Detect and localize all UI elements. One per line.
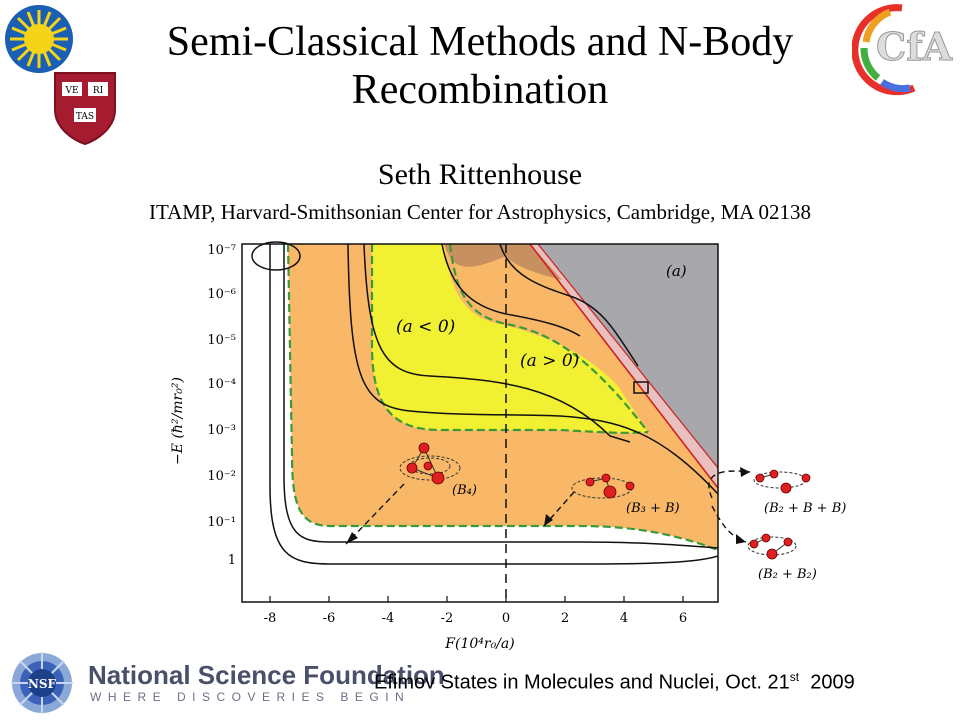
- nsf-name: National Science Foundation: [88, 660, 445, 690]
- threshold-line-2: [537, 244, 718, 469]
- plot-frame: [241, 243, 719, 603]
- cfa-logo: CfA: [852, 4, 953, 96]
- x-tick-label-3: -2: [441, 611, 454, 626]
- energy-curve-4: [363, 244, 631, 443]
- dashed-boundary-a-pos: [448, 244, 649, 433]
- energy-curve-2: [283, 244, 718, 549]
- slide-title: Semi-Classical Methods and N-Body Recomb…: [100, 18, 860, 114]
- arrow-b4: [345, 483, 405, 545]
- label-b4: (B₄): [452, 483, 477, 498]
- title-line-2: Recombination: [351, 67, 609, 113]
- square-marker: [633, 381, 649, 394]
- x-axis-label: F(10⁴r₀/a): [444, 636, 514, 652]
- region-label-a-neg: (a < 0): [396, 317, 455, 337]
- cfa-text: CfA: [876, 24, 953, 69]
- y-tick-label-7: 1: [228, 553, 236, 568]
- cluster-b2-b2: (B₂ + B₂): [747, 533, 817, 582]
- yellow-region: [372, 244, 648, 433]
- conference-name: Efimov States in Molecules and Nuclei, O…: [374, 671, 790, 694]
- affiliation: ITAMP, Harvard-Smithsonian Center for As…: [148, 200, 812, 224]
- nsf-tagline: WHERE DISCOVERIES BEGIN: [90, 690, 411, 704]
- y-tick-label-2: 10⁻⁵: [207, 333, 236, 348]
- x-tick-label-5: 2: [561, 611, 569, 626]
- shield-text-ve: VE: [64, 86, 78, 96]
- brown-region: [444, 244, 562, 280]
- conference-year: 2009: [810, 671, 855, 694]
- conference-date-sup: st: [789, 670, 800, 684]
- nsf-logo-text: NSF: [28, 677, 57, 691]
- x-tick-label-7: 6: [679, 611, 687, 626]
- harvard-shield-logo: VE RI TAS: [54, 72, 116, 146]
- dashed-boundary-orange: [286, 244, 718, 552]
- y-tick-label-5: 10⁻²: [207, 469, 236, 484]
- threshold-line: [529, 244, 718, 489]
- cluster-b3-b: (B₃ + B): [571, 473, 680, 516]
- dashed-boundary-yellow: [370, 244, 649, 434]
- y-tick-label-3: 10⁻⁴: [207, 377, 236, 392]
- shield-text-ri: RI: [93, 86, 104, 96]
- region-label-a-pos: (a > 0): [520, 351, 579, 371]
- label-b2-b2: (B₂ + B₂): [758, 567, 817, 582]
- sun-logo: [5, 5, 73, 73]
- y-tick-label-0: 10⁻⁷: [207, 243, 236, 258]
- cluster-b4: (B₄): [399, 442, 477, 498]
- energy-curve-5: [441, 244, 581, 337]
- y-tick-label-4: 10⁻³: [207, 423, 236, 438]
- y-tick-label-6: 10⁻¹: [207, 515, 236, 530]
- label-b3-b: (B₃ + B): [626, 501, 680, 516]
- arrow-b2-b2: [711, 505, 747, 543]
- panel-label: (a): [666, 262, 687, 280]
- shield-text-tas: TAS: [76, 112, 94, 122]
- x-tick-label-1: -6: [323, 611, 336, 626]
- corner-circle-annotation: [251, 241, 301, 271]
- x-tick-label-6: 4: [620, 611, 628, 626]
- efimov-plot: (a) (a < 0) (a > 0) 10⁻⁷ 10⁻⁶ 10⁻⁵ 10⁻⁴ …: [170, 241, 846, 652]
- label-b2-b-b: (B₂ + B + B): [764, 501, 846, 516]
- author-name: Seth Rittenhouse: [377, 158, 583, 191]
- y-tick-label-1: 10⁻⁶: [207, 287, 236, 302]
- conference-footer: Efimov States in Molecules and Nuclei, O…: [374, 670, 855, 695]
- x-tick-label-2: -4: [382, 611, 395, 626]
- energy-curve-6: [499, 244, 639, 367]
- x-tick-label-4: 0: [502, 611, 510, 626]
- energy-curve-1: [269, 244, 718, 565]
- arrow-b3-b: [543, 491, 575, 527]
- energy-curve-3: [347, 244, 718, 495]
- cluster-b2-b-b: (B₂ + B + B): [753, 469, 846, 516]
- title-line-1: Semi-Classical Methods and N-Body: [166, 19, 794, 65]
- nsf-logo: NSF: [11, 652, 73, 714]
- y-axis-label: −E (ħ²/mr₀²): [170, 377, 186, 465]
- x-tick-label-0: -8: [264, 611, 277, 626]
